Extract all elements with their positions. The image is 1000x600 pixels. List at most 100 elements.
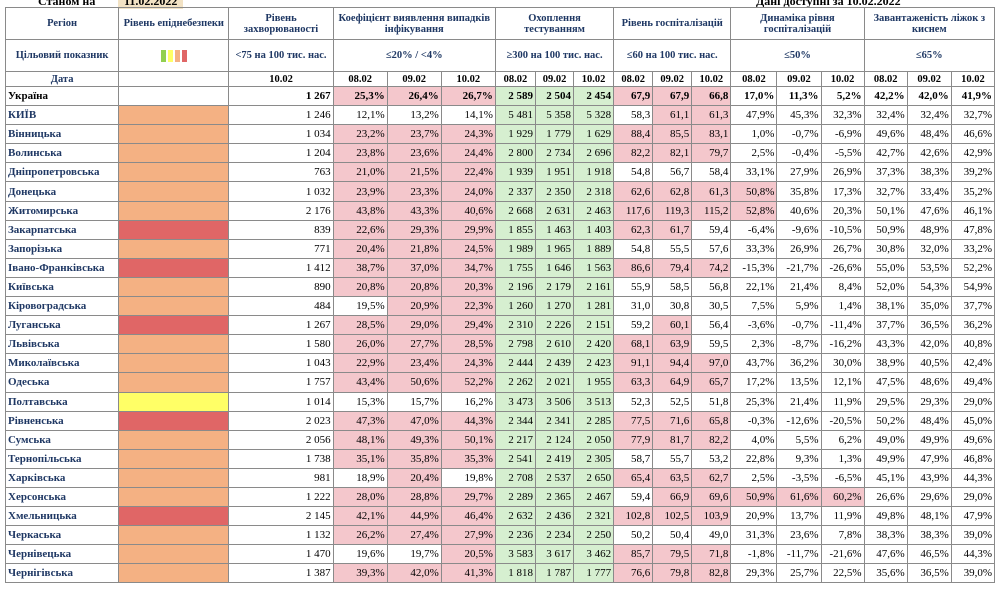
hosp-cell: 59,2 [613,315,654,336]
incidence-cell: 763 [228,162,334,183]
hosp-cell: 85,7 [613,544,654,565]
beds-cell: 52,0% [863,276,908,298]
epid-level-cell [118,238,230,259]
beds-cell: 36,2% [950,315,996,336]
beds-cell: 30,8% [863,238,908,259]
test-cell: 2 632 [494,506,536,527]
dyn-cell: 2,5% [730,143,778,164]
table-row: Черкаська 1 132 26,2% 27,4% 27,9% 2 236 2 234 2… [4,525,996,546]
det-cell: 20,8% [332,276,388,298]
det-cell: 48,1% [332,429,388,450]
hosp-cell: 103,9 [691,506,732,527]
hosp-cell: 115,2 [691,200,732,221]
incidence-cell: 1 222 [228,486,334,508]
hosp-cell: 102,5 [652,506,693,527]
det-cell: 35,3% [440,448,496,469]
col-detection: Коефіцієнт виявлення випадків інфікуванн… [332,7,496,40]
table-row: Закарпатська 839 22,6% 29,3% 29,9% 1 855 1 463… [4,219,996,240]
hosp-cell: 82,2 [613,143,654,164]
test-cell: 1 777 [573,563,615,584]
test-cell: 1 403 [573,219,615,240]
beds-cell: 46,1% [950,200,996,221]
dyn-cell: 11,9% [820,391,865,412]
det-cell: 50,1% [440,429,496,450]
det-cell: 37,0% [386,257,442,278]
table-row: КИЇВ 1 246 12,1% 13,2% 14,1% 5 481 5 358 5 328 5… [4,105,996,126]
det-cell: 28,5% [332,315,388,336]
test-cell: 3 617 [534,544,575,565]
beds-cell: 50,9% [863,219,908,240]
beds-cell: 46,8% [950,448,996,469]
dyn-cell: 22,8% [730,448,778,469]
date-test-2: 10.02 [573,71,615,87]
hosp-cell: 58,5 [652,276,693,298]
det-cell: 19,5% [332,296,388,317]
hosp-cell: 82,8 [691,563,732,584]
epid-level-cell [118,391,230,412]
test-cell: 2 610 [534,334,575,355]
beds-cell: 29,0% [950,486,996,508]
date-det-2: 10.02 [440,71,496,87]
hosp-cell: 61,1 [652,105,693,126]
table-row: Кіровоградська 484 19,5% 20,9% 22,3% 1 260 1 2… [4,296,996,317]
det-cell: 46,4% [440,506,496,527]
epid-level-cell [118,219,230,240]
table-row: Київська 890 20,8% 20,8% 20,3% 2 196 2 179 2 16… [4,276,996,298]
date-beds-1: 09.02 [906,71,952,87]
hosp-cell: 63,5 [652,467,693,488]
region-name: Волинська [4,143,120,164]
dyn-cell: 20,9% [730,506,778,527]
col-dyn: Динаміка рівня госпіталізацій [730,7,865,40]
dyn-cell: -11,7% [776,544,822,565]
hosp-cell: 67,9 [652,85,693,107]
hosp-cell: 57,6 [691,238,732,259]
dyn-cell: 61,6% [776,486,822,508]
test-cell: 1 951 [534,162,575,183]
incidence-cell: 890 [228,276,334,298]
beds-cell: 48,6% [906,372,952,393]
beds-cell: 37,3% [863,162,908,183]
target-beds: ≤65% [863,39,996,72]
hosp-cell: 102,8 [613,506,654,527]
dyn-cell: -5,5% [820,143,865,164]
hosp-cell: 76,6 [613,563,654,584]
det-cell: 44,3% [440,410,496,431]
epid-level-cell [118,181,230,202]
det-cell: 52,2% [440,372,496,393]
data-available-note: Дані доступні за 10.02.2022 [756,0,901,8]
test-cell: 2 423 [573,353,615,374]
hosp-cell: 54,8 [613,162,654,183]
hosp-cell: 119,3 [652,200,693,221]
incidence-cell: 1 132 [228,525,334,546]
dyn-cell: -21,7% [776,257,822,278]
beds-cell: 39,0% [950,525,996,546]
test-cell: 2 734 [534,143,575,164]
test-cell: 1 965 [534,238,575,259]
det-cell: 15,7% [386,391,442,412]
test-cell: 2 436 [534,506,575,527]
beds-cell: 54,3% [906,276,952,298]
incidence-cell: 1 580 [228,334,334,355]
col-incidence: Рівень захворюваності [228,7,334,40]
dyn-cell: 20,3% [820,200,865,221]
test-cell: 2 236 [494,525,536,546]
epid-level-cell [118,467,230,488]
det-cell: 35,1% [332,448,388,469]
incidence-cell: 1 034 [228,124,334,145]
dyn-cell: -6,9% [820,124,865,145]
beds-cell: 55,0% [863,257,908,278]
dyn-cell: 8,4% [820,276,865,298]
target-incidence: <75 на 100 тис. нас. [228,39,334,72]
det-cell: 21,5% [386,162,442,183]
test-cell: 2 179 [534,276,575,298]
test-cell: 2 021 [534,372,575,393]
det-cell: 27,9% [440,525,496,546]
hosp-cell: 65,4 [613,467,654,488]
epid-level-cell [118,162,230,183]
table-row: Донецька 1 032 23,9% 23,3% 24,0% 2 337 2 350 2 … [4,181,996,202]
hosp-cell: 52,5 [652,391,693,412]
hosp-cell: 59,5 [691,334,732,355]
region-name: Чернівецька [4,544,120,565]
table-row: Івано-Франківська 1 412 38,7% 37,0% 34,7% 1 7… [4,257,996,278]
legend-red-swatch [181,49,187,62]
